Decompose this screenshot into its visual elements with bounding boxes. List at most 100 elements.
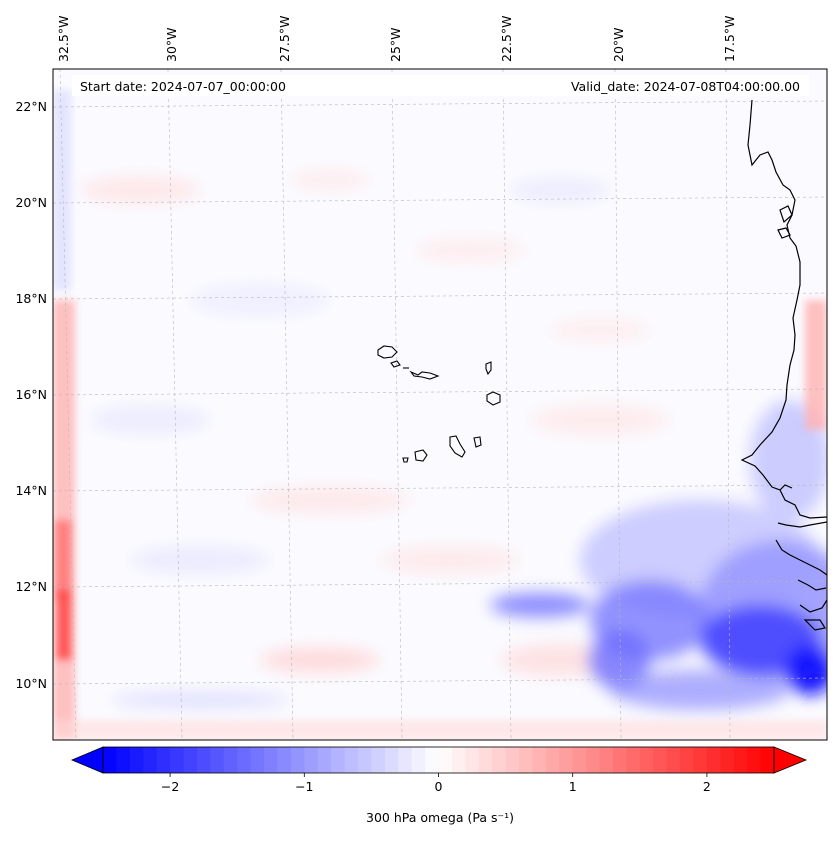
lon-label: 30°W bbox=[164, 27, 179, 62]
colorbar-step bbox=[680, 747, 695, 773]
info-bar bbox=[72, 75, 809, 96]
island-boa-vista bbox=[486, 391, 501, 406]
colorbar-step bbox=[465, 747, 480, 773]
dakar-peninsula bbox=[779, 484, 793, 491]
island-sal bbox=[485, 361, 492, 376]
colorbar-step bbox=[116, 747, 131, 773]
colorbar-step bbox=[371, 747, 386, 773]
lat-label: 22°N bbox=[15, 99, 47, 114]
colorbar-step bbox=[626, 747, 641, 773]
colorbar-step bbox=[666, 747, 681, 773]
colorbar-tick-label: 0 bbox=[435, 779, 443, 794]
colorbar-step bbox=[317, 747, 332, 773]
colorbar-step bbox=[478, 747, 493, 773]
colorbar-step bbox=[357, 747, 372, 773]
coast-islands-3 bbox=[803, 619, 826, 631]
colorbar-step bbox=[425, 747, 440, 773]
island-sao-vicente bbox=[390, 360, 401, 368]
colorbar-step bbox=[250, 747, 265, 773]
colorbar-step bbox=[706, 747, 721, 773]
colorbar-tick-label: −2 bbox=[161, 779, 179, 794]
colorbar-step bbox=[586, 747, 601, 773]
colorbar-step bbox=[344, 747, 359, 773]
colorbar-step bbox=[612, 747, 627, 773]
meridian-line bbox=[725, 69, 731, 740]
colorbar-step bbox=[505, 747, 520, 773]
lat-label: 10°N bbox=[15, 676, 47, 691]
colorbar: −2 −1 0 1 2 300 hPa omega (Pa s⁻¹) bbox=[70, 746, 808, 825]
lat-label: 12°N bbox=[15, 579, 47, 594]
colorbar-tick-label: −1 bbox=[295, 779, 313, 794]
coast-inlet-2 bbox=[777, 227, 791, 239]
lat-label: 20°N bbox=[15, 195, 47, 210]
colorbar-step bbox=[384, 747, 399, 773]
colorbar-step bbox=[653, 747, 668, 773]
colorbar-step bbox=[264, 747, 279, 773]
colorbar-step bbox=[129, 747, 144, 773]
guinea-bissau-coast bbox=[775, 539, 827, 576]
africa-coastline bbox=[740, 99, 827, 519]
colorbar-step bbox=[143, 747, 158, 773]
map-frame bbox=[52, 68, 828, 741]
meridian-line bbox=[280, 69, 294, 740]
colorbar-step bbox=[492, 747, 507, 773]
lat-label: 16°N bbox=[15, 387, 47, 402]
island-brava bbox=[402, 457, 409, 463]
colorbar-step bbox=[183, 747, 198, 773]
colorbar-max-extend bbox=[773, 746, 808, 774]
colorbar-step bbox=[760, 747, 775, 773]
lon-label: 20°W bbox=[611, 27, 626, 62]
meridian-line bbox=[167, 69, 183, 740]
omega-texture bbox=[80, 170, 670, 708]
colorbar-step bbox=[720, 747, 735, 773]
colorbar-step bbox=[693, 747, 708, 773]
colorbar-step bbox=[304, 747, 319, 773]
graticule bbox=[53, 69, 827, 740]
colorbar-step bbox=[331, 747, 346, 773]
colorbar-step bbox=[559, 747, 574, 773]
latitude-labels: 22°N 20°N 18°N 16°N 14°N 12°N 10°N bbox=[15, 99, 47, 691]
lon-label: 22.5°W bbox=[499, 16, 514, 62]
meridian-line bbox=[614, 69, 622, 740]
gambia-coast bbox=[777, 521, 827, 528]
colorbar-step bbox=[103, 747, 118, 773]
lon-label: 25°W bbox=[388, 27, 403, 62]
lon-label: 17.5°W bbox=[722, 16, 737, 62]
colorbar-step bbox=[532, 747, 547, 773]
coast-islands-2 bbox=[799, 599, 827, 613]
colorbar-step bbox=[519, 747, 534, 773]
colorbar-tick-label: 2 bbox=[703, 779, 711, 794]
colorbar-label: 300 hPa omega (Pa s⁻¹) bbox=[366, 810, 514, 825]
meridian-line bbox=[391, 69, 403, 740]
island-santo-antao bbox=[377, 345, 398, 359]
colorbar-step bbox=[290, 747, 305, 773]
lon-label: 27.5°W bbox=[277, 16, 292, 62]
colorbar-step bbox=[210, 747, 225, 773]
island-sao-nicolau bbox=[409, 370, 440, 380]
colorbar-step bbox=[438, 747, 453, 773]
colorbar-step bbox=[237, 747, 252, 773]
colorbar-step bbox=[599, 747, 614, 773]
meridian-line bbox=[502, 69, 512, 740]
colorbar-step bbox=[747, 747, 762, 773]
coastline bbox=[740, 99, 827, 631]
colorbar-step bbox=[156, 747, 171, 773]
colorbar-step bbox=[411, 747, 426, 773]
lat-label: 18°N bbox=[15, 291, 47, 306]
colorbar-step bbox=[196, 747, 211, 773]
meridian-line bbox=[59, 69, 77, 740]
colorbar-step bbox=[277, 747, 292, 773]
colorbar-steps bbox=[103, 747, 775, 773]
longitude-labels: 32.5°W 30°W 27.5°W 25°W 22.5°W 20°W 17.5… bbox=[56, 16, 737, 62]
lat-label: 14°N bbox=[15, 483, 47, 498]
colorbar-tick-label: 1 bbox=[569, 779, 577, 794]
island-santiago bbox=[449, 435, 466, 458]
ascent-region bbox=[490, 400, 827, 710]
boundary-strips bbox=[53, 90, 827, 740]
lon-label: 32.5°W bbox=[56, 16, 71, 62]
colorbar-min-extend bbox=[70, 746, 104, 774]
coast-islands-1 bbox=[797, 579, 827, 591]
cape-verde-islands bbox=[377, 345, 501, 463]
north-coast-inlet bbox=[779, 205, 793, 224]
